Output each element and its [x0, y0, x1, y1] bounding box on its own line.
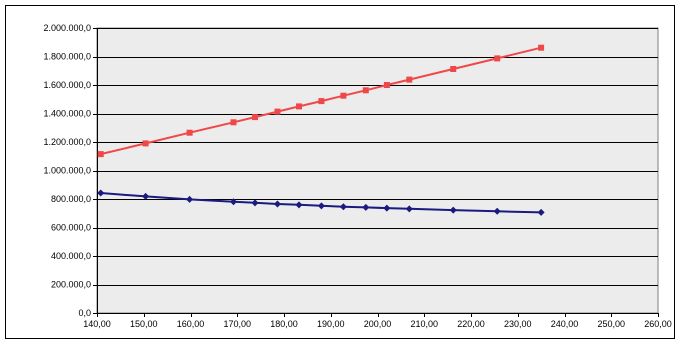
- data-point: [295, 201, 303, 209]
- data-point: [537, 208, 545, 216]
- y-tick-label: 1.400.000,0: [43, 109, 91, 119]
- data-point: [449, 206, 457, 214]
- x-tick-labels: 140,00 150,00 160,00 170,00 180,00 190,00 200,…: [83, 319, 672, 329]
- x-tick-label: 190,00: [317, 319, 345, 329]
- y-tick-label: 1.000.000,0: [43, 166, 91, 176]
- data-point: [252, 114, 258, 121]
- data-point: [317, 202, 325, 210]
- y-tick-label: 1.800.000,0: [43, 52, 91, 62]
- x-tick-label: 250,00: [597, 319, 625, 329]
- axes: [93, 28, 659, 317]
- x-tick-label: 210,00: [410, 319, 438, 329]
- data-point: [362, 87, 369, 94]
- data-point: [362, 203, 370, 211]
- data-point: [296, 103, 302, 110]
- x-tick-label: 160,00: [177, 319, 205, 329]
- y-tick-label: 2.000.000,0: [43, 23, 91, 33]
- series-layer: [97, 44, 545, 216]
- data-point: [450, 66, 457, 72]
- y-tick-label: 1.600.000,0: [43, 80, 91, 90]
- data-point: [230, 198, 238, 206]
- data-point: [405, 205, 413, 213]
- x-tick-label: 200,00: [364, 319, 392, 329]
- y-tick-label: 0,0: [78, 308, 91, 318]
- data-point: [97, 189, 105, 197]
- line-chart: 0,0 200.000,0 400.000,0 600.000,0 800.000,0 1…: [43, 23, 672, 329]
- data-point: [339, 203, 347, 211]
- data-point: [318, 98, 325, 105]
- data-point: [97, 151, 104, 158]
- y-tick-label: 800.000,0: [51, 194, 91, 204]
- x-tick-label: 230,00: [504, 319, 532, 329]
- data-point: [494, 55, 501, 62]
- y-tick-label: 200.000,0: [51, 280, 91, 290]
- series-2: [97, 189, 545, 216]
- data-point: [493, 207, 501, 215]
- y-tick-label: 600.000,0: [51, 223, 91, 233]
- chart-frame: 0,0 200.000,0 400.000,0 600.000,0 800.000,0 1…: [5, 5, 675, 339]
- y-tick-label: 1.200.000,0: [43, 137, 91, 147]
- data-point: [142, 192, 150, 200]
- data-point: [383, 204, 391, 212]
- x-tick-label: 220,00: [457, 319, 485, 329]
- data-point: [273, 200, 281, 208]
- x-tick-label: 180,00: [270, 319, 298, 329]
- x-tick-label: 260,00: [644, 319, 672, 329]
- data-point: [406, 76, 413, 83]
- x-tick-label: 150,00: [130, 319, 158, 329]
- x-tick-label: 170,00: [223, 319, 251, 329]
- data-point: [383, 82, 390, 88]
- x-tick-label: 240,00: [551, 319, 579, 329]
- plot-area: [96, 27, 659, 314]
- data-point: [230, 119, 237, 126]
- x-tick-label: 140,00: [83, 319, 111, 329]
- data-point: [274, 108, 281, 115]
- data-point: [186, 195, 194, 203]
- data-point: [340, 92, 347, 99]
- y-tick-label: 400.000,0: [51, 251, 91, 261]
- data-point: [538, 44, 545, 51]
- data-point: [186, 129, 193, 136]
- data-point: [142, 140, 149, 147]
- data-point: [251, 199, 259, 207]
- series-1: [97, 44, 545, 158]
- y-tick-labels: 0,0 200.000,0 400.000,0 600.000,0 800.000,0 1…: [43, 23, 91, 318]
